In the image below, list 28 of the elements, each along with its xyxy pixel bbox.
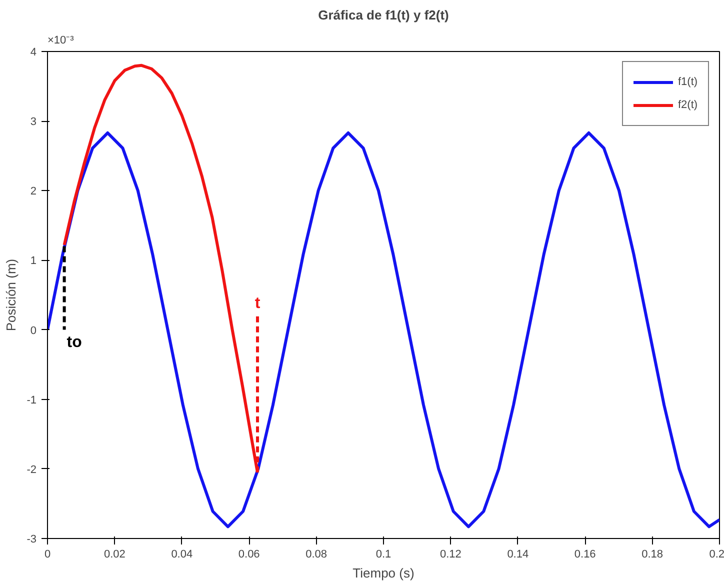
y-axis-title: Posición (m) — [4, 258, 19, 332]
series-label: to — [66, 334, 82, 351]
y-tick-label: -2 — [26, 464, 36, 476]
x-tick-label: 0.02 — [104, 548, 126, 560]
x-tick-label: 0.04 — [171, 548, 193, 560]
x-tick-label: 0.18 — [642, 548, 664, 560]
x-tick-label: 0.2 — [709, 548, 724, 560]
x-axis-title: Tiempo (s) — [352, 566, 414, 580]
x-tick-label: 0 — [44, 548, 51, 560]
x-tick-label: 0.1 — [376, 548, 392, 560]
x-tick-label: 0.12 — [440, 548, 462, 560]
legend-label: f2(t) — [678, 99, 698, 111]
y-tick-label: 3 — [30, 116, 37, 128]
x-tick-label: 0.16 — [574, 548, 596, 560]
text: ×10⁻³ — [48, 34, 74, 46]
y-tick-label: 4 — [30, 46, 37, 58]
series-label: t — [254, 294, 261, 312]
line-series — [48, 131, 720, 528]
y-tick-label: 2 — [30, 186, 37, 198]
y-tick-label: 1 — [30, 255, 37, 268]
x-tick-label: 0.08 — [306, 548, 328, 560]
legend-label: f1(t) — [678, 76, 698, 88]
chart-title: Gráfica de f1(t) y f2(t) — [318, 8, 449, 22]
y-tick-label: -1 — [26, 394, 36, 406]
y-tick-label: 0 — [30, 324, 37, 337]
y-tick-label: -3 — [26, 534, 36, 546]
x-tick-label: 0.14 — [507, 548, 529, 560]
x-tick-label: 0.06 — [238, 548, 260, 560]
